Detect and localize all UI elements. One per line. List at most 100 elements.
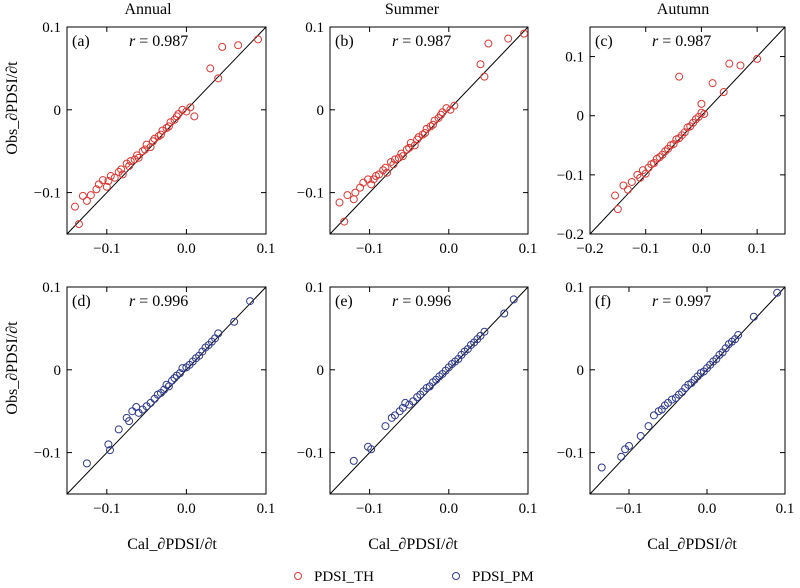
column-title-summer: Summer [385,1,440,18]
scatter-panel-4: −0.1 0.0 0.1 −0.1 0 0.1 (d) r = 0.996 [34,280,276,517]
y-tick-label: −0.1 [34,446,61,462]
x-tick-label: −0.1 [93,241,120,257]
legend-label-th: PDSI_TH [314,569,374,585]
x-tick-label: −0.1 [93,501,120,517]
data-point [148,137,157,146]
data-point [446,105,455,114]
data-point [430,116,439,125]
data-point [623,185,632,194]
data-point [379,166,388,175]
y-tick-label: −0.1 [297,186,324,202]
data-point [230,317,239,326]
data-point [401,398,410,407]
data-point [104,440,113,449]
data-point [214,74,223,83]
data-point [349,195,358,204]
data-point [611,191,620,200]
data-point [94,180,103,189]
data-point [98,176,107,185]
correlation-label: r = 0.987 [129,33,188,50]
plot-frame [589,26,786,235]
panel-label: (c) [595,33,613,50]
x-tick-label: 0.1 [257,501,276,517]
data-point [206,64,215,73]
data-point [367,445,376,454]
data-point [117,165,126,174]
data-point [520,29,529,38]
data-point [418,130,427,139]
data-point [450,101,459,110]
data-point [625,441,633,450]
legend-marker-pm [452,572,460,580]
data-point [697,99,706,108]
data-point [178,105,187,114]
panel-label: (f) [595,293,611,310]
x-tick-label: 0.0 [177,501,196,517]
x-tick-label: 0.0 [177,241,196,257]
x-tick-label: 0.1 [519,241,538,257]
x-tick-label: 0.0 [439,501,458,517]
x-tick-label: 0.0 [439,241,458,257]
data-point [661,147,670,156]
scatter-panel-2: −0.1 0.0 0.1 −0.1 0 0.1 (b) r = 0.987 [297,20,538,257]
data-point [114,167,123,176]
y-tick-label: 0.1 [42,280,61,296]
data-point [168,376,177,385]
data-point [170,374,179,383]
data-point [166,118,175,127]
data-point [476,331,485,340]
column-title-annual: Annual [124,1,172,18]
data-point [218,42,227,51]
data-point [409,397,418,406]
panel-label: (b) [335,33,354,50]
data-point [110,173,119,182]
y-tick-label: 0 [317,363,325,379]
data-point [254,35,263,44]
one-to-one-line [66,286,267,495]
plot-frame [66,26,267,235]
correlation-label: r = 0.987 [392,33,451,50]
data-point [708,79,717,88]
data-point [398,152,407,161]
data-point [234,41,243,50]
correlation-label: r = 0.996 [392,293,451,310]
data-point [246,297,255,306]
data-point [442,104,451,113]
xlabel-middle: Cal_∂PDSI/∂t [368,536,458,553]
x-tick-label: 0.0 [698,501,717,517]
data-point [125,417,134,426]
data-point [130,155,139,164]
data-point [356,183,365,192]
data-point [186,103,195,112]
data-point [125,162,134,171]
data-point [422,124,431,133]
data-point [649,411,658,420]
data-point [753,54,762,63]
data-point [214,329,223,338]
data-point [636,432,645,441]
data-point [142,140,151,149]
data-point [156,130,165,139]
y-tick-label: 0 [54,363,62,379]
x-tick-label: 0.1 [748,241,767,257]
data-point [172,112,181,121]
data-point [734,331,743,340]
data-point [102,182,111,191]
plot-frame [66,286,267,495]
y-tick-label: 0.1 [565,50,584,66]
plot-frame [329,286,529,495]
data-point [619,181,628,190]
data-point [504,34,513,43]
data-point [78,191,87,200]
data-point [476,60,485,69]
plot-frame [329,26,529,235]
y-tick-label: −0.1 [557,446,584,462]
data-point [480,72,489,81]
data-point [736,61,745,70]
data-point [398,403,407,412]
data-point [669,140,678,149]
data-point [92,185,101,194]
data-point [82,196,91,205]
data-point [359,178,368,187]
